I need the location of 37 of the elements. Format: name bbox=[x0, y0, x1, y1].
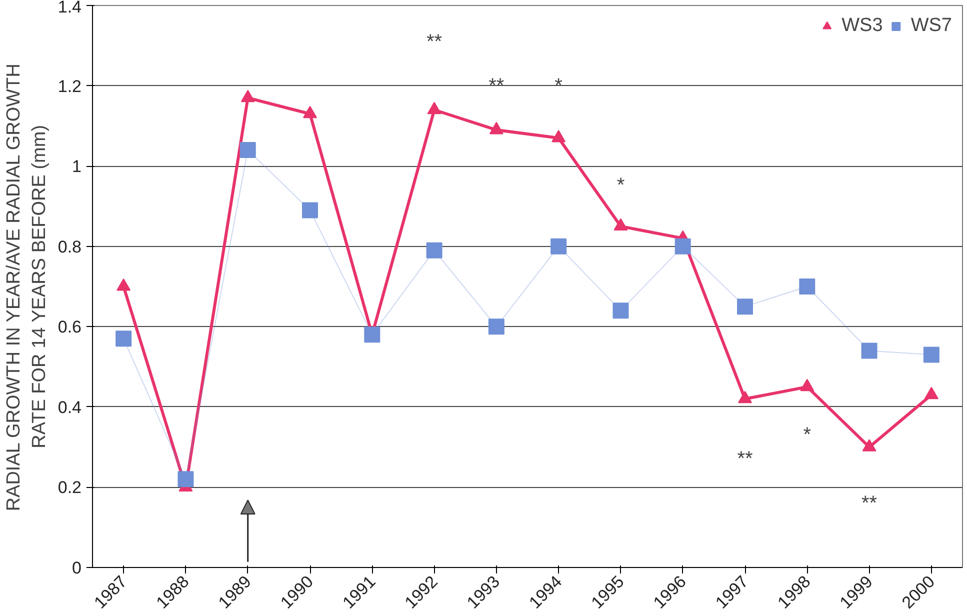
legend-label: WS7 bbox=[910, 15, 952, 37]
annotation: ** bbox=[862, 492, 878, 514]
point bbox=[614, 218, 628, 231]
legend-label: WS3 bbox=[842, 15, 883, 37]
annotation: * bbox=[803, 424, 812, 446]
annotation: ** bbox=[426, 31, 442, 54]
annotation: ** bbox=[737, 448, 753, 470]
point bbox=[612, 302, 629, 319]
point bbox=[426, 242, 442, 258]
point bbox=[923, 346, 940, 363]
point bbox=[489, 122, 504, 134]
point bbox=[240, 90, 255, 102]
annotation: ** bbox=[488, 74, 504, 97]
annotation: * bbox=[554, 74, 563, 97]
point bbox=[799, 278, 816, 294]
y-tick-label: 1 bbox=[72, 157, 82, 176]
point bbox=[303, 106, 317, 118]
y-tick-label: 1.2 bbox=[58, 76, 82, 96]
point bbox=[364, 326, 380, 343]
annotation: * bbox=[616, 174, 625, 196]
y-tick-label: 0.2 bbox=[58, 478, 82, 498]
point bbox=[674, 238, 691, 254]
point bbox=[861, 342, 878, 359]
point bbox=[737, 298, 753, 315]
point bbox=[116, 330, 132, 347]
y-tick-label: 0.8 bbox=[58, 237, 82, 256]
y-tick-label: 0 bbox=[72, 558, 82, 578]
point bbox=[488, 318, 504, 335]
y-tick-label: 0.4 bbox=[58, 398, 82, 417]
y-tick-label: 0.6 bbox=[58, 318, 82, 337]
y-axis-title: RADIAL GROWTH IN YEAR/AVE RADIAL GROWTH RATE FOR 14 YEARS BEFORE (mm) bbox=[4, 64, 50, 512]
point bbox=[178, 471, 194, 488]
point bbox=[552, 130, 566, 142]
point bbox=[427, 102, 442, 114]
point bbox=[550, 238, 567, 254]
point bbox=[302, 202, 318, 218]
y-tick-label: 1.4 bbox=[58, 0, 82, 16]
